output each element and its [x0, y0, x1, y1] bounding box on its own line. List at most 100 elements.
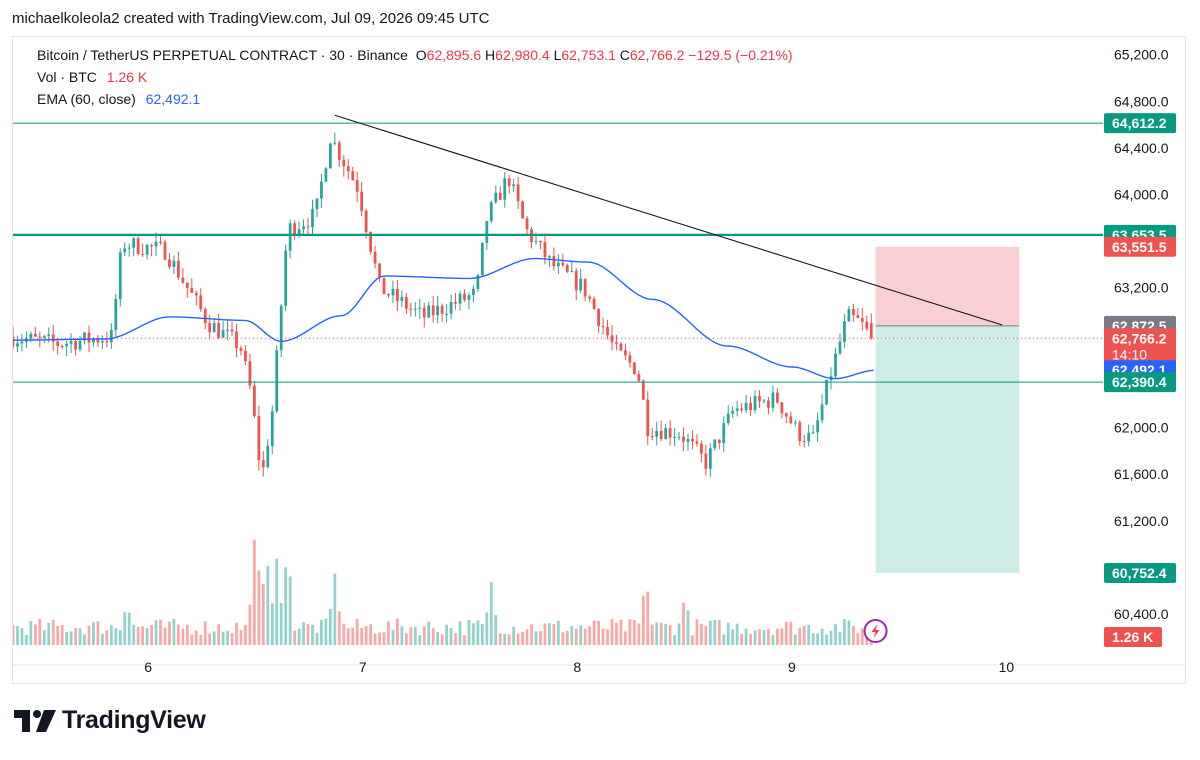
close-value: 62,766.2: [629, 47, 685, 63]
candle-body: [127, 247, 131, 249]
candle-body: [333, 142, 337, 144]
candle: [177, 251, 180, 281]
candle-body: [552, 256, 556, 267]
candle-body: [561, 262, 565, 266]
volume-bar: [13, 624, 15, 645]
volume-bar: [208, 633, 212, 645]
candle: [565, 263, 569, 274]
volume-bar: [284, 567, 288, 645]
time-axis: 6 7 8 9 10: [13, 659, 1185, 675]
candle-body: [780, 402, 784, 414]
candle-body: [373, 251, 377, 264]
volume-bar: [92, 622, 95, 645]
candle: [427, 301, 431, 319]
candle: [422, 302, 426, 328]
volume-bar: [740, 633, 744, 645]
candle: [673, 428, 676, 447]
candle: [163, 239, 167, 261]
x-tick-label: 9: [788, 659, 796, 675]
candle: [628, 351, 632, 368]
symbol-title[interactable]: Bitcoin / TetherUS PERPETUAL CONTRACT · …: [37, 47, 408, 63]
candle-body: [378, 263, 381, 278]
volume-bar: [498, 633, 502, 645]
volume-bar: [203, 621, 207, 645]
candle-body: [695, 441, 699, 444]
volume-bar: [686, 610, 690, 645]
candle-body: [606, 327, 609, 336]
candle: [226, 320, 229, 341]
candle: [489, 200, 493, 224]
candle-body: [856, 315, 860, 318]
volume-bar: [565, 630, 569, 645]
candle: [494, 185, 498, 205]
volume-bars: [13, 539, 873, 645]
volume-bar: [624, 631, 627, 645]
volume-bar: [579, 625, 583, 645]
volume-bar: [646, 591, 650, 645]
candle: [650, 427, 654, 441]
volume-bar: [780, 628, 784, 645]
ema-legend[interactable]: EMA (60, close) 62,492.1: [37, 91, 200, 107]
volume-bar: [726, 622, 730, 645]
candle-body: [860, 317, 864, 322]
ohlc-legend: Bitcoin / TetherUS PERPETUAL CONTRACT · …: [37, 47, 793, 63]
volume-label: Vol · BTC: [37, 69, 97, 85]
volume-bar: [489, 582, 493, 645]
candle: [776, 388, 779, 404]
volume-bar: [373, 633, 377, 645]
candle: [865, 315, 869, 331]
volume-bar: [454, 633, 457, 645]
volume-bar: [105, 630, 109, 645]
candle: [619, 341, 623, 352]
candle: [700, 440, 703, 463]
candle-body: [798, 422, 802, 442]
volume-legend[interactable]: Vol · BTC 1.26 K: [37, 69, 147, 85]
candle: [123, 242, 127, 257]
y-tick-label: 62,000.0: [1114, 420, 1169, 436]
candle-body: [619, 343, 623, 351]
tradingview-logo[interactable]: TradingView: [14, 706, 206, 735]
candle-body: [655, 430, 659, 437]
candle-body: [168, 259, 171, 267]
candle-body: [507, 178, 511, 187]
candle-body: [722, 423, 726, 444]
candle-body: [628, 355, 632, 363]
candle: [802, 434, 806, 448]
candle: [342, 155, 346, 177]
volume-bar: [109, 625, 113, 645]
candle-body: [56, 341, 60, 347]
x-tick-label: 8: [573, 659, 581, 675]
candle-body: [235, 331, 238, 348]
candle: [503, 172, 507, 208]
candle-body: [431, 305, 435, 316]
candle-body: [20, 341, 24, 344]
volume-bar: [847, 620, 851, 645]
candle: [458, 290, 462, 311]
chart-canvas[interactable]: 60,400.0 61,200.0 61,600.0 62,000.0 63,200.0…: [13, 37, 1185, 683]
volume-bar: [507, 634, 511, 645]
volume-bar: [145, 628, 149, 645]
candle-body: [364, 210, 368, 233]
candle: [279, 303, 283, 358]
trendline: [334, 114, 1003, 326]
candle: [780, 401, 784, 419]
candle: [744, 394, 748, 414]
y-tick-label: 61,600.0: [1114, 466, 1169, 482]
candle-body: [708, 448, 712, 469]
volume-bar: [561, 632, 565, 645]
volume-bar: [548, 622, 551, 645]
candle-body: [279, 305, 283, 351]
volume-bar: [856, 632, 860, 645]
candle: [758, 390, 761, 408]
candle-body: [869, 323, 873, 339]
candle: [668, 420, 672, 446]
candle: [436, 295, 440, 324]
candle-body: [226, 329, 229, 331]
chart-frame[interactable]: 60,400.0 61,200.0 61,600.0 62,000.0 63,200.0…: [12, 36, 1186, 684]
candle-body: [525, 218, 529, 230]
candle-body: [476, 275, 480, 289]
brand-name: TradingView: [62, 706, 206, 734]
candle: [109, 323, 113, 349]
volume-bar: [364, 626, 368, 645]
volume-bar: [682, 602, 685, 645]
